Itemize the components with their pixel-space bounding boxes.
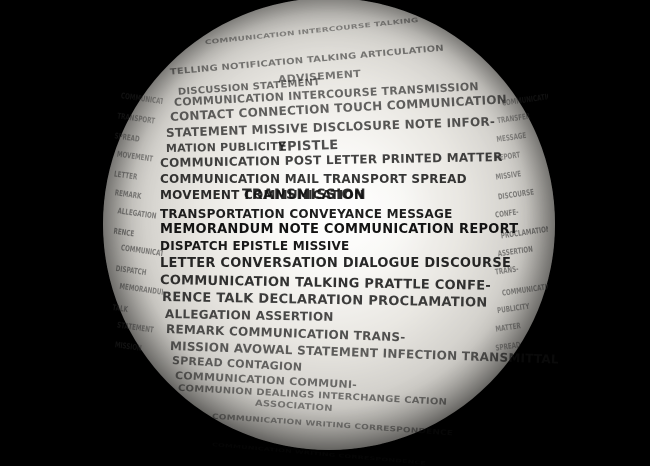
word-line: MEMORANDUM NOTE COMMUNICATION REPORT (160, 222, 519, 237)
word-line: COMMUNICATION MAIL TRANSPORT SPREAD (160, 172, 467, 186)
word-line: ASSOCIATION (254, 398, 333, 414)
word-line: COMMUNICATION INTERCOURSE TALKING (204, 17, 419, 47)
word-line: TRANSPORTATION CONVEYANCE MESSAGE (160, 207, 453, 221)
word-line: COMMUNICATION WRITING CORRESPONDENCE (211, 441, 427, 466)
sphere-text-lines: COMMUNICATION INTERCOURSE TALKING TELLING… (159, 17, 560, 438)
word-line: MOVEMENT COMMUNICATION (160, 188, 365, 202)
word-line: LETTER CONVERSATION DIALOGUE DISCOURSE (160, 256, 512, 271)
word-line: COMMUNICATION WRITING CORRESPONDENCE (211, 413, 454, 438)
word-line: DISPATCH EPISTLE MISSIVE (160, 239, 350, 253)
word-line: ALLEGATION ASSERTION (164, 307, 334, 324)
word-line: MATION PUBLICITY (165, 139, 287, 155)
scene-background: COMMUNICATION TRANSPORT SPREAD MOVEMENT LETT… (103, 0, 560, 450)
